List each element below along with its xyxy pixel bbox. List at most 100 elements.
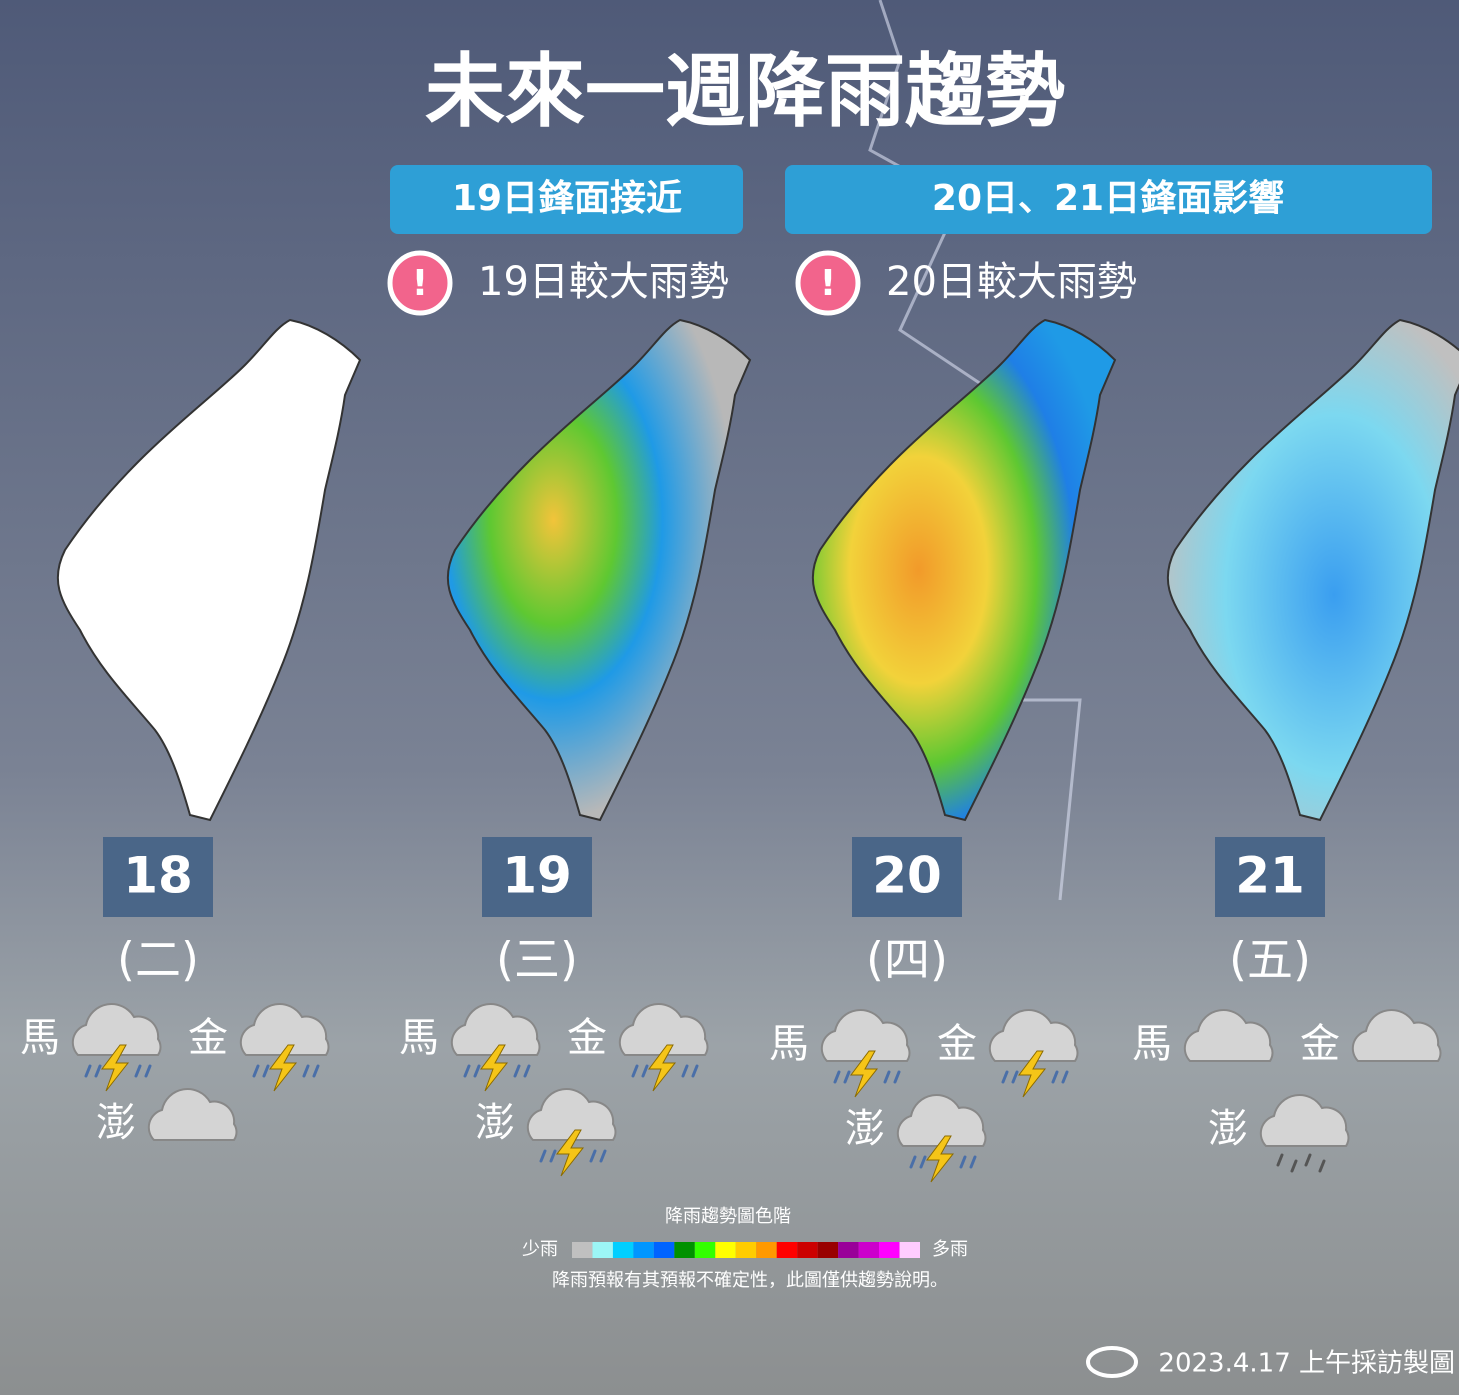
island-name: 金: [567, 1015, 607, 1061]
weather-icon: [896, 1094, 987, 1183]
raindrop: [1318, 1159, 1326, 1173]
date-box: [103, 837, 213, 917]
raindrop: [681, 1064, 689, 1078]
island-name: 澎: [96, 1100, 136, 1146]
raindrop: [1011, 1070, 1019, 1084]
weather-icon: [618, 1003, 709, 1092]
alert-icon: !: [820, 263, 836, 304]
cloud: [1183, 1009, 1274, 1062]
raindrop: [549, 1149, 557, 1163]
cloud: [1259, 1094, 1350, 1147]
date: 21: [1235, 847, 1305, 905]
island-name: 馬: [1132, 1021, 1172, 1067]
weather-icon: [71, 1003, 162, 1092]
alert-text: 20日較大雨勢: [886, 259, 1137, 305]
lightning-bolt: [101, 1044, 130, 1092]
legend-swatch: [776, 1242, 798, 1258]
legend-title: 降雨趨勢圖色階: [665, 1206, 791, 1227]
title: 未來一週降雨趨勢: [425, 45, 1065, 138]
raindrop: [94, 1064, 102, 1078]
date: 19: [502, 847, 572, 905]
period-banner: [785, 165, 1432, 234]
raindrop: [473, 1064, 481, 1078]
raindrop: [909, 1155, 917, 1169]
legend-swatch: [653, 1242, 675, 1258]
cloud: [1351, 1009, 1442, 1062]
legend-swatch: [592, 1242, 613, 1258]
lightning-bolt: [850, 1050, 879, 1098]
date-box: [852, 837, 962, 917]
period-label: 19日鋒面接近: [452, 178, 682, 219]
weather-icon: [239, 1003, 330, 1092]
raindrop: [539, 1149, 547, 1163]
credit: 2023.4.17 上午採訪製圖: [1158, 1349, 1455, 1379]
period-label: 20日、21日鋒面影響: [932, 177, 1284, 219]
lightning-bolt: [480, 1044, 509, 1092]
weather-icon: [1259, 1094, 1350, 1173]
legend-swatch: [858, 1242, 880, 1258]
island-name: 馬: [399, 1015, 439, 1061]
cloud: [618, 1003, 709, 1056]
raindrop: [599, 1149, 607, 1163]
raindrop: [1304, 1153, 1312, 1167]
weekday: (五): [1229, 933, 1311, 987]
legend-swatch: [715, 1242, 736, 1258]
raindrop: [312, 1064, 320, 1078]
raindrop: [1001, 1070, 1009, 1084]
raindrop: [843, 1070, 851, 1084]
raindrop: [641, 1064, 649, 1078]
weekday: (四): [866, 933, 948, 987]
island-name: 澎: [1208, 1106, 1248, 1152]
legend-swatch: [612, 1242, 634, 1258]
raindrop: [969, 1155, 977, 1169]
raindrop: [883, 1070, 891, 1084]
island-name: 澎: [475, 1100, 515, 1146]
legend-swatch: [838, 1242, 859, 1258]
legend-swatch: [572, 1242, 593, 1258]
cloud: [71, 1003, 162, 1056]
raindrop: [919, 1155, 927, 1169]
alert-icon: !: [412, 263, 428, 304]
weather-icon: [1351, 1009, 1442, 1062]
lightning-bolt: [648, 1044, 677, 1092]
alert-icon-bg: [795, 250, 861, 316]
raindrop: [1061, 1070, 1069, 1084]
cloud: [239, 1003, 330, 1056]
weather-icon: [147, 1088, 238, 1141]
raindrop: [513, 1064, 521, 1078]
raindrop: [302, 1064, 310, 1078]
raindrop: [144, 1064, 152, 1078]
date: 18: [123, 847, 193, 905]
legend-swatch: [817, 1242, 839, 1258]
alert-text: 19日較大雨勢: [478, 259, 729, 305]
lightning: [868, 0, 1082, 901]
legend-swatch: [899, 1242, 920, 1258]
raindrop: [1051, 1070, 1059, 1084]
lightning-bolt: [556, 1129, 585, 1177]
alert-icon-bg: [387, 250, 453, 316]
legend-swatch: [756, 1242, 777, 1258]
legend-swatch: [879, 1242, 900, 1258]
island-name: 馬: [769, 1021, 809, 1067]
lightning-bolt: [269, 1044, 298, 1092]
raindrop: [833, 1070, 841, 1084]
date-box: [482, 837, 592, 917]
raindrop: [262, 1064, 270, 1078]
cloud: [896, 1094, 987, 1147]
lightning-bolt: [1018, 1050, 1047, 1098]
legend-swatch: [694, 1242, 716, 1258]
legend-high: 多雨: [932, 1239, 968, 1260]
legend-swatch: [633, 1242, 654, 1258]
period-banner: [390, 165, 743, 234]
raindrop: [691, 1064, 699, 1078]
legend-low: 少雨: [522, 1239, 558, 1260]
raindrop: [523, 1064, 531, 1078]
raindrop: [463, 1064, 471, 1078]
weather-icon: [450, 1003, 541, 1092]
legend-swatch: [797, 1242, 818, 1258]
lightning-bolt: [926, 1135, 955, 1183]
raindrop: [84, 1064, 92, 1078]
weather-icon: [1183, 1009, 1274, 1062]
